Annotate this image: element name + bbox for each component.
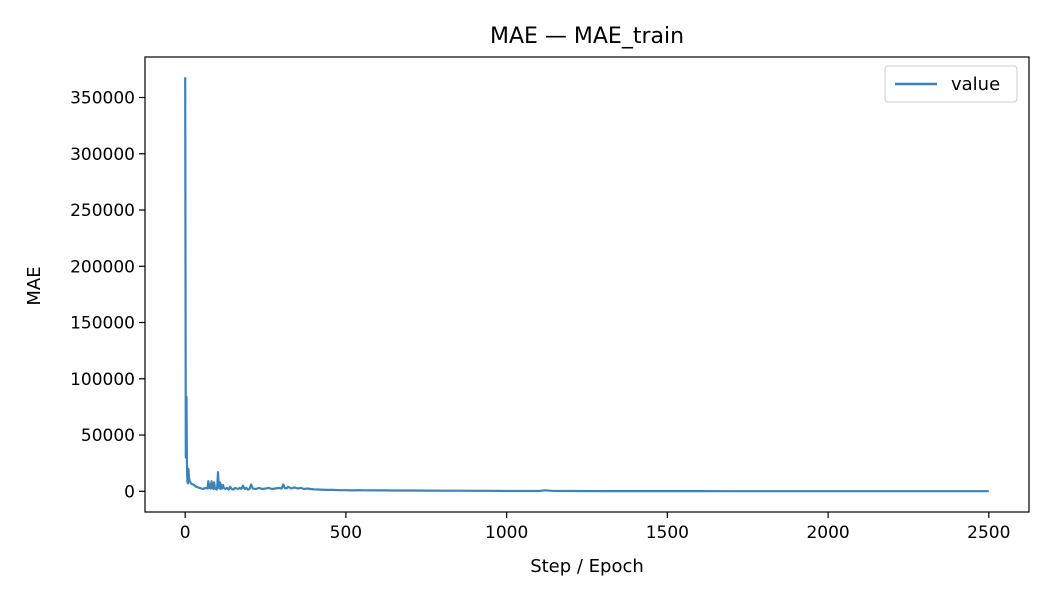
x-tick-label: 500 xyxy=(330,523,362,543)
x-tick-label: 2000 xyxy=(806,523,849,543)
x-axis-label: Step / Epoch xyxy=(530,556,644,577)
y-tick-label: 300000 xyxy=(70,145,135,165)
legend: value xyxy=(884,65,1018,103)
series-line-value xyxy=(184,77,989,493)
y-tick-label: 200000 xyxy=(70,257,135,277)
y-tick-label: 350000 xyxy=(70,89,135,109)
x-axis: 0 500 1000 1500 2000 2500 xyxy=(180,512,1010,543)
x-tick-label: 0 xyxy=(180,523,191,543)
x-tick-label: 1000 xyxy=(485,523,528,543)
x-tick-label: 2500 xyxy=(967,523,1010,543)
legend-box xyxy=(884,65,1018,103)
y-tick-label: 0 xyxy=(124,482,135,502)
y-tick-label: 50000 xyxy=(81,426,135,446)
y-axis-label: MAE xyxy=(24,266,45,305)
y-tick-label: 150000 xyxy=(70,314,135,334)
plot-area xyxy=(144,56,1030,513)
legend-label: value xyxy=(951,74,1000,95)
chart-title: MAE — MAE_train xyxy=(490,24,684,49)
x-tick-label: 1500 xyxy=(646,523,689,543)
plot-frame xyxy=(144,56,1030,513)
y-tick-label: 250000 xyxy=(70,201,135,221)
y-axis: 0 50000 100000 150000 200000 250000 300000 3500… xyxy=(70,89,145,502)
y-tick-label: 100000 xyxy=(70,370,135,390)
